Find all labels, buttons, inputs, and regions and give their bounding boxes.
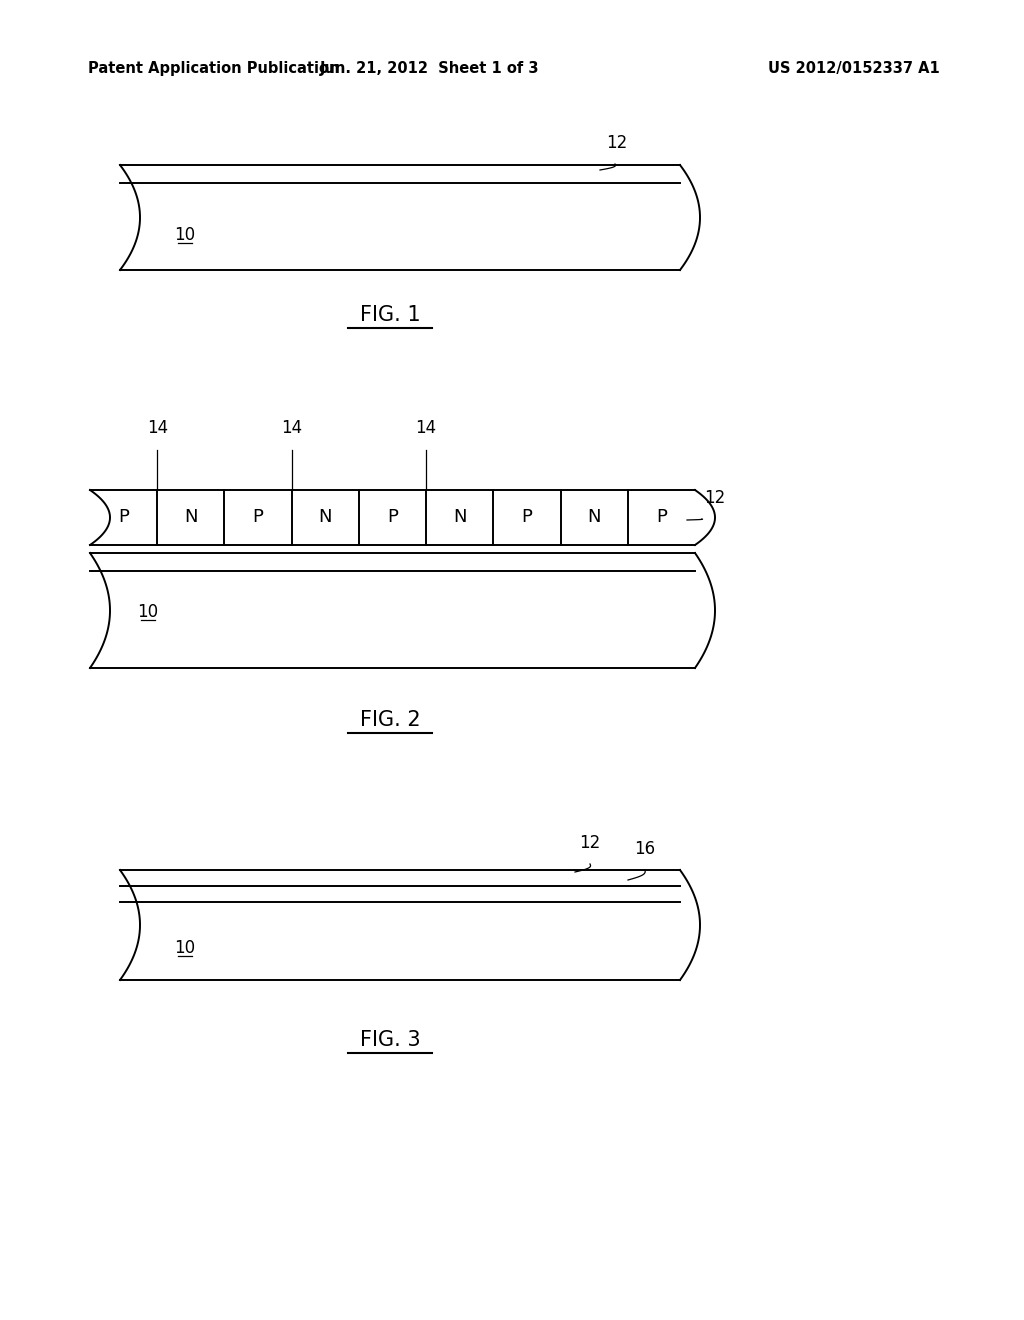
Text: P: P — [253, 508, 263, 527]
Text: 12: 12 — [580, 834, 601, 851]
Text: P: P — [656, 508, 667, 527]
Text: N: N — [588, 508, 601, 527]
Text: 14: 14 — [416, 418, 436, 437]
Text: 14: 14 — [146, 418, 168, 437]
Text: 12: 12 — [606, 135, 628, 152]
Text: FIG. 1: FIG. 1 — [359, 305, 420, 325]
Text: P: P — [118, 508, 129, 527]
Text: 16: 16 — [635, 840, 655, 858]
Text: 14: 14 — [282, 418, 302, 437]
Text: N: N — [453, 508, 467, 527]
Text: Jun. 21, 2012  Sheet 1 of 3: Jun. 21, 2012 Sheet 1 of 3 — [321, 61, 540, 75]
Text: 10: 10 — [174, 939, 196, 957]
Text: FIG. 3: FIG. 3 — [359, 1030, 420, 1049]
Text: P: P — [387, 508, 398, 527]
Text: Patent Application Publication: Patent Application Publication — [88, 61, 340, 75]
Text: N: N — [318, 508, 332, 527]
Text: 10: 10 — [174, 226, 196, 244]
Text: N: N — [184, 508, 198, 527]
Text: FIG. 2: FIG. 2 — [359, 710, 420, 730]
Text: US 2012/0152337 A1: US 2012/0152337 A1 — [768, 61, 940, 75]
Text: 12: 12 — [705, 488, 725, 507]
Text: P: P — [521, 508, 532, 527]
Text: 10: 10 — [137, 603, 159, 620]
